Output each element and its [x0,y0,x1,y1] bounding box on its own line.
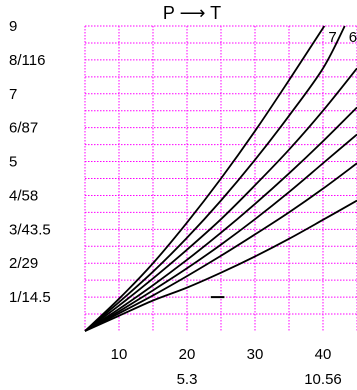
y-axis-ticks: 1/14.5 2/29 3/43.5 4/58 5 6/87 7 8/116 9 [9,18,51,306]
x-tick-label: 10 [111,346,128,363]
y-tick-label: 5 [9,154,17,171]
series-label: 7 [328,29,336,46]
y-tick-label: 8/116 [9,52,45,69]
y-tick-label: 6/87 [9,120,38,137]
y-tick-label: 3/43.5 [9,221,51,238]
y-tick-label: 7 [9,86,17,103]
x-axis-ticks: 10 20 5.3 30 40 10.56 [111,346,342,388]
series-line-6 [84,162,357,332]
y-tick-label: 2/29 [9,255,38,272]
y-tick-label: 1/14.5 [9,289,51,306]
series-line-2 [84,25,346,332]
series-line-5 [84,133,357,332]
y-tick-label: 9 [9,18,17,35]
curves [84,25,357,332]
x-tick-label: 20 [179,346,196,363]
x-tick-sublabel: 5.3 [177,371,198,388]
series-line-1 [84,25,326,332]
series-line-3 [84,67,357,332]
y-tick-label: 4/58 [9,187,38,204]
series-label: 6 [349,29,357,46]
x-tick-sublabel: 10.56 [304,371,342,388]
x-tick-label: 40 [315,346,332,363]
x-tick-label: 30 [247,346,264,363]
series-line-4 [84,106,357,332]
series-line-7 [84,199,357,332]
chart-title: P ⟶ T [163,3,221,23]
